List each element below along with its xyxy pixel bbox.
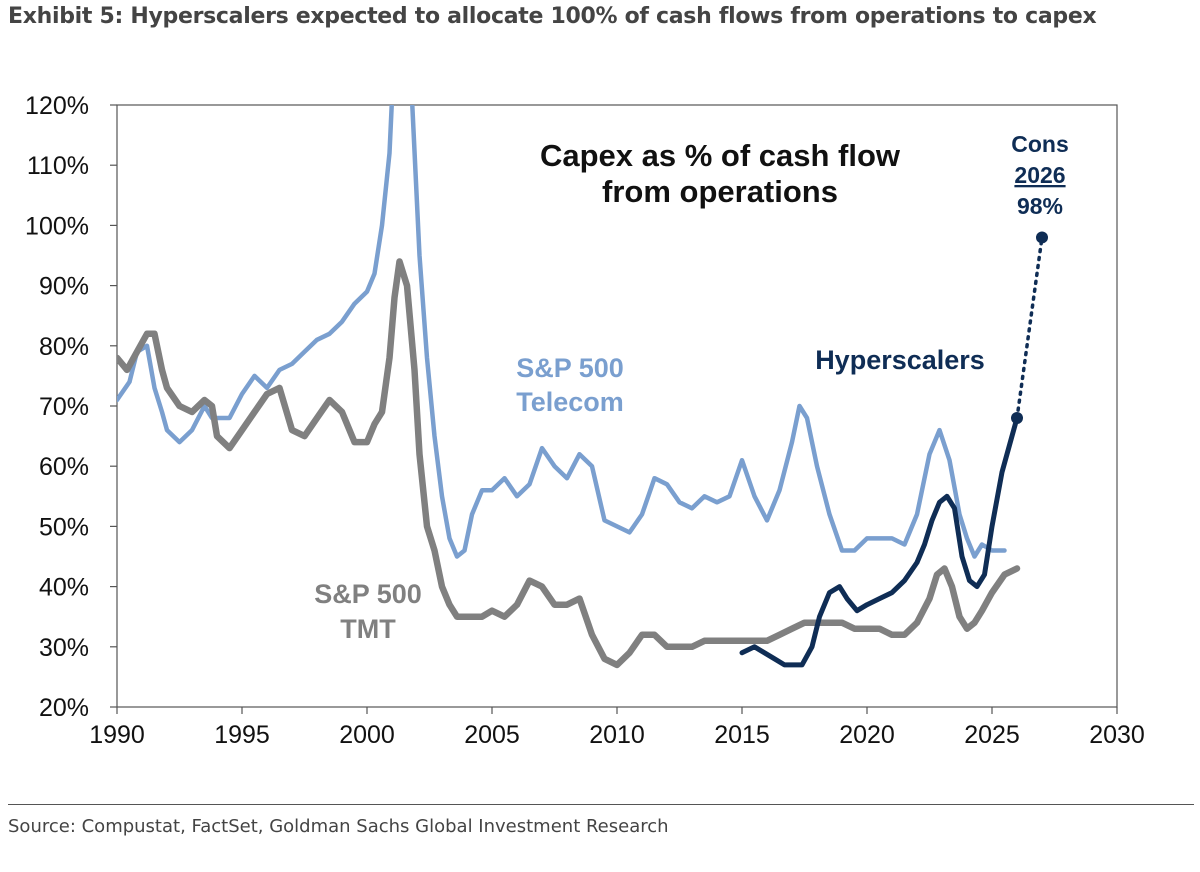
projection-start-point [1011, 412, 1023, 425]
y-tick-label: 60% [39, 453, 89, 481]
projection-label: Cons 2026 98% [1011, 131, 1069, 219]
y-tick-label: 70% [39, 393, 89, 421]
x-tick-label: 2025 [964, 721, 1020, 749]
x-tick-label: 2015 [714, 721, 770, 749]
y-tick-label: 120% [25, 92, 89, 120]
x-tick-label: 2005 [464, 721, 520, 749]
x-tick-label: 2020 [839, 721, 895, 749]
x-tick-label: 2030 [1089, 721, 1145, 749]
tmt-series-line [117, 258, 1021, 669]
y-tick-label: 110% [27, 152, 89, 180]
line-chart: 1990 1995 2000 2005 2010 2015 2020 2025 2030 20%… [25, 92, 1145, 749]
x-tick-label: 1995 [214, 721, 270, 749]
source-note: Source: Compustat, FactSet, Goldman Sach… [8, 816, 669, 837]
telecom-series-line [117, 105, 1007, 559]
y-tick-label: 20% [39, 694, 89, 722]
y-tick-label: 80% [39, 333, 89, 361]
x-tick-label: 1990 [89, 721, 145, 749]
source-divider [8, 804, 1194, 805]
y-tick-label: 100% [25, 212, 89, 240]
projection-dotted-line [1015, 235, 1044, 420]
x-tick-label: 2000 [339, 721, 395, 749]
y-tick-label: 50% [39, 513, 89, 541]
hyperscalers-series-line [739, 415, 1020, 668]
y-tick-label: 30% [39, 634, 89, 662]
hyperscalers-series-label: Hyperscalers [815, 345, 985, 375]
exhibit-title: Exhibit 5: Hyperscalers expected to allo… [8, 4, 1097, 29]
projection-end-point [1036, 231, 1048, 244]
y-tick-label: 40% [39, 574, 89, 602]
x-tick-label: 2010 [589, 721, 645, 749]
chart-title: Capex as % of cash flow from operations [540, 138, 901, 209]
y-tick-label: 90% [39, 273, 89, 301]
tmt-series-label: S&P 500 TMT [314, 579, 422, 644]
telecom-series-label: S&P 500 Telecom [516, 353, 624, 417]
